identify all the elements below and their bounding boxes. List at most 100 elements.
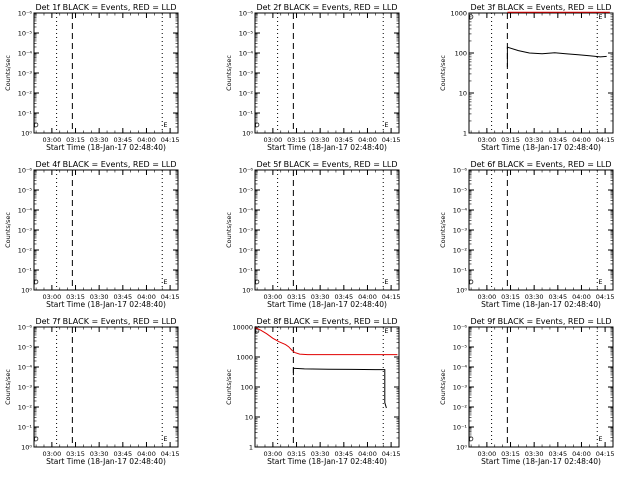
y-tick-label: 1000: [236, 354, 253, 362]
x-tick-label: 03:30: [525, 293, 544, 301]
y-tick-label: 10⁻²: [239, 90, 254, 98]
y-tick-label: 10⁻⁶: [18, 10, 33, 18]
x-tick-label: 04:15: [596, 136, 615, 144]
chart-title: Det 1f BLACK = Events, RED = LLD: [35, 3, 176, 12]
y-tick-label: 10⁻²: [18, 90, 33, 98]
x-axis-title: Start Time (18-Jan-17 02:48:40): [46, 457, 166, 466]
x-axis-title: Start Time (18-Jan-17 02:48:40): [481, 300, 601, 309]
x-tick-label: 03:30: [311, 293, 330, 301]
chart-title: Det 2f BLACK = Events, RED = LLD: [256, 3, 397, 12]
x-tick-label: 04:15: [596, 450, 615, 458]
chart-title: Det 7f BLACK = Events, RED = LLD: [35, 317, 176, 326]
plot-frame: [254, 326, 400, 448]
x-tick-label: 03:30: [90, 136, 109, 144]
marker-d: D: [34, 278, 39, 286]
y-tick-label: 10⁻¹: [18, 110, 33, 118]
x-tick-label: 03:00: [43, 450, 62, 458]
x-tick-label: 03:15: [287, 450, 306, 458]
y-axis-title: Counts/sec: [4, 55, 12, 91]
plot-frame: [468, 12, 614, 134]
x-tick-label: 03:45: [548, 293, 567, 301]
y-axis-title: Counts/sec: [439, 55, 447, 91]
x-tick-label: 03:30: [525, 450, 544, 458]
x-tick-label: 04:00: [137, 293, 156, 301]
y-tick-label: 10⁻³: [18, 227, 33, 235]
y-tick-label: 10: [245, 414, 253, 422]
x-tick-label: 03:45: [113, 450, 132, 458]
x-tick-label: 04:00: [137, 136, 156, 144]
y-axis-title: Counts/sec: [225, 55, 233, 91]
marker-e: E: [384, 327, 388, 335]
x-tick-label: 03:45: [548, 136, 567, 144]
x-tick-label: 03:30: [90, 450, 109, 458]
x-tick-label: 04:00: [358, 136, 377, 144]
marker-e: E: [384, 121, 388, 129]
y-tick-label: 10⁻²: [18, 247, 33, 255]
x-tick-label: 04:00: [358, 450, 377, 458]
y-tick-label: 100: [241, 384, 253, 392]
y-tick-label: 10⁻⁵: [239, 187, 254, 195]
y-axis-title: Counts/sec: [225, 212, 233, 248]
y-tick-label: 10⁰: [21, 130, 32, 138]
y-tick-label: 10⁻⁶: [18, 324, 33, 332]
events-series-line: [506, 46, 607, 67]
x-tick-label: 03:15: [66, 136, 85, 144]
plot-frame: [468, 169, 614, 291]
x-tick-label: 03:00: [264, 136, 283, 144]
y-tick-label: 1: [463, 130, 467, 138]
y-tick-label: 10⁻⁴: [453, 207, 468, 215]
x-tick-label: 03:00: [264, 293, 283, 301]
y-tick-label: 10⁻⁶: [18, 167, 33, 175]
y-tick-label: 10⁻⁵: [453, 187, 468, 195]
chart-det3f: Det 3f BLACK = Events, RED = LLD 1 10 100 10…: [439, 3, 614, 152]
y-tick-label: 10⁻⁴: [18, 50, 33, 58]
y-tick-label: 1000: [450, 10, 467, 18]
chart-det6f: Det 6f BLACK = Events, RED = LLD 10⁰ 10⁻¹ 1…: [439, 160, 614, 309]
y-tick-label: 10⁻³: [18, 70, 33, 78]
y-tick-label: 10⁻²: [239, 247, 254, 255]
y-tick-label: 10⁻⁵: [18, 344, 33, 352]
chart-title: Det 5f BLACK = Events, RED = LLD: [256, 160, 397, 169]
y-axis-title: Counts/sec: [439, 212, 447, 248]
x-axis-title: Start Time (18-Jan-17 02:48:40): [267, 300, 387, 309]
x-tick-label: 04:15: [161, 293, 180, 301]
plot-frame: [254, 12, 400, 134]
x-tick-label: 03:00: [478, 136, 497, 144]
x-tick-label: 03:30: [90, 293, 109, 301]
y-tick-label: 10⁻⁶: [239, 167, 254, 175]
x-tick-label: 03:00: [43, 293, 62, 301]
x-axis-title: Start Time (18-Jan-17 02:48:40): [481, 457, 601, 466]
y-tick-label: 10⁻²: [453, 404, 468, 412]
x-tick-label: 04:00: [572, 450, 591, 458]
x-tick-label: 03:15: [287, 136, 306, 144]
marker-d: D: [469, 278, 474, 286]
y-tick-label: 10⁻³: [453, 384, 468, 392]
y-tick-label: 10⁻⁵: [18, 30, 33, 38]
chart-det4f: Det 4f BLACK = Events, RED = LLD 10⁰ 10⁻¹ 1…: [4, 160, 179, 309]
marker-d: D: [255, 121, 260, 129]
x-tick-label: 03:45: [334, 293, 353, 301]
x-axis-title: Start Time (18-Jan-17 02:48:40): [267, 457, 387, 466]
plot-frame: [468, 326, 614, 448]
y-tick-label: 10⁻⁶: [453, 324, 468, 332]
y-tick-label: 10⁻⁴: [239, 50, 254, 58]
x-tick-label: 04:00: [358, 293, 377, 301]
y-tick-label: 10⁻¹: [18, 267, 33, 275]
y-tick-label: 10⁻⁶: [239, 10, 254, 18]
y-tick-label: 10⁻¹: [453, 424, 468, 432]
x-tick-label: 03:30: [311, 450, 330, 458]
y-tick-label: 10⁻³: [453, 227, 468, 235]
x-tick-label: 03:00: [478, 293, 497, 301]
lld-series-line: [255, 327, 398, 356]
chart-det2f: Det 2f BLACK = Events, RED = LLD 10⁰ 10⁻¹ 1…: [225, 3, 400, 152]
x-tick-label: 03:00: [43, 136, 62, 144]
y-tick-label: 10⁻¹: [18, 424, 33, 432]
x-tick-label: 03:30: [525, 136, 544, 144]
chart-det8f: Det 8f BLACK = Events, RED = LLD 1 10 100 10…: [225, 317, 400, 466]
y-tick-label: 10⁻³: [18, 384, 33, 392]
marker-d: D: [255, 278, 260, 286]
marker-e: E: [163, 121, 167, 129]
y-tick-label: 10⁻⁴: [18, 364, 33, 372]
marker-d: D: [469, 13, 474, 21]
